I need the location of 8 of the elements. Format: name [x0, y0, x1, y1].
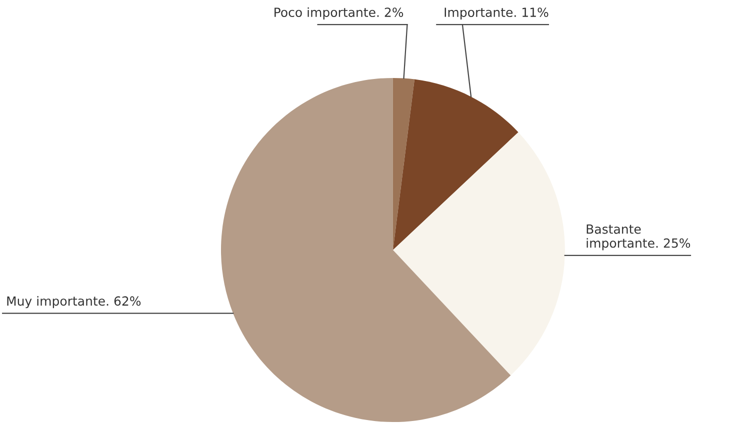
slice-label: Bastante importante. 25%	[586, 224, 690, 250]
pie-slice	[392, 132, 565, 376]
pie-slice	[392, 79, 518, 250]
slice-label: Muy importante. 62%	[7, 296, 141, 308]
pie-slice	[221, 78, 511, 422]
slice-label: Importante. 11%	[444, 8, 548, 20]
pie-slice	[392, 78, 415, 250]
slice-label: Poco importante. 2%	[274, 7, 404, 20]
